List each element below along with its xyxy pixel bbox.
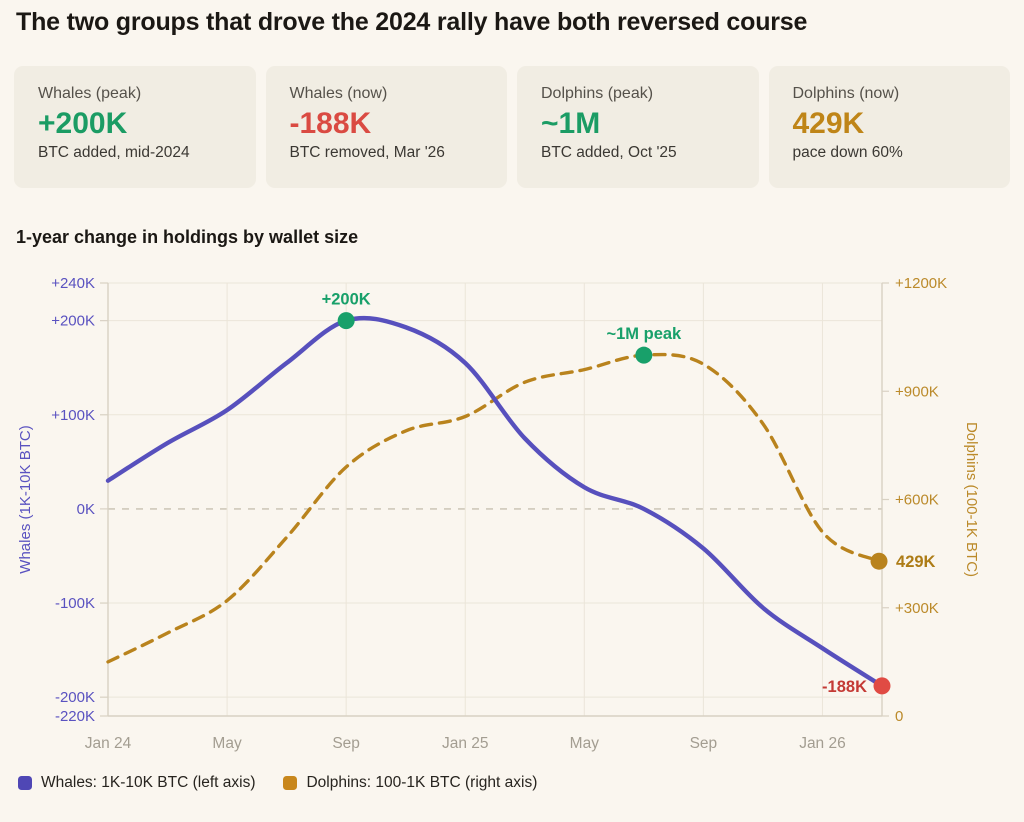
- legend-label: Dolphins: 100-1K BTC (right axis): [306, 774, 538, 791]
- left-tick-label: +240K: [51, 275, 95, 292]
- holdings-chart-svg: +240K +200K +100K 0K -100K -200K -220K +1200K +9…: [17, 275, 980, 752]
- stat-card-whales-peak: Whales (peak) +200K BTC added, mid-2024: [14, 66, 256, 188]
- x-tick-label: Sep: [690, 735, 718, 752]
- stat-value: ~1M: [541, 107, 601, 140]
- stat-card-whales-now: Whales (now) -188K BTC removed, Mar '26: [265, 66, 507, 188]
- whales-swatch: [18, 776, 32, 790]
- stat-card-dolphins-now: Dolphins (now) 429K pace down 60%: [768, 66, 1010, 188]
- x-tick-label: Sep: [332, 735, 360, 752]
- x-tick-label: May: [212, 735, 242, 752]
- stat-sub: BTC removed, Mar '26: [289, 144, 445, 161]
- left-tick-label: +200K: [51, 313, 95, 330]
- annotation-label: +200K: [322, 291, 371, 309]
- right-tick-label: +900K: [895, 383, 939, 400]
- stat-value: 429K: [792, 107, 865, 140]
- annotation-label: -188K: [822, 678, 867, 696]
- left-tick-label: -200K: [55, 689, 95, 706]
- x-tick-label: Jan 25: [442, 735, 489, 752]
- x-tick-label: May: [570, 735, 600, 752]
- annotation-dot: [873, 677, 891, 695]
- dolphins-swatch: [283, 776, 298, 790]
- legend-item-whales: Whales: 1K-10K BTC (left axis): [18, 774, 255, 792]
- whales-line: [105, 315, 885, 689]
- stat-sub: pace down 60%: [792, 144, 903, 161]
- right-tick-label: +600K: [895, 492, 939, 509]
- left-tick-label: -100K: [55, 595, 95, 612]
- chart-legend: Whales: 1K-10K BTC (left axis) Dolphins:…: [18, 774, 537, 792]
- stat-card-dolphins-peak: Dolphins (peak) ~1M BTC added, Oct '25: [517, 66, 759, 188]
- left-tick-label: -220K: [55, 708, 95, 725]
- stat-sub: BTC added, Oct '25: [541, 144, 677, 161]
- x-tick-label: Jan 24: [85, 735, 132, 752]
- stat-sub: BTC added, mid-2024: [38, 144, 190, 161]
- annotation-dot: [635, 346, 653, 364]
- annotation-label: ~1M peak: [606, 325, 682, 343]
- left-tick-label: 0K: [77, 501, 95, 518]
- annotation-label: 429K: [896, 553, 936, 571]
- stat-label: Whales (peak): [38, 85, 142, 102]
- right-tick-label: 0: [895, 708, 903, 725]
- right-tick-label: +300K: [895, 600, 939, 617]
- x-tick-label: Jan 26: [799, 735, 846, 752]
- stat-label: Whales (now): [289, 85, 388, 102]
- stat-label: Dolphins (now): [792, 85, 900, 102]
- stat-value: -188K: [289, 107, 372, 140]
- legend-label: Whales: 1K-10K BTC (left axis): [41, 774, 256, 791]
- chart-title: 1-year change in holdings by wallet size: [16, 227, 359, 247]
- legend-item-dolphins: Dolphins: 100-1K BTC (right axis): [283, 774, 537, 792]
- right-tick-label: +1200K: [895, 275, 947, 292]
- holdings-chart: +240K +200K +100K 0K -100K -200K -220K +1200K +9…: [0, 258, 1024, 763]
- annotation-dot: [337, 312, 355, 330]
- stat-cards: Whales (peak) +200K BTC added, mid-2024 …: [14, 66, 1010, 188]
- right-axis-title: Dolphins (100-1K BTC): [963, 422, 980, 577]
- stat-value: +200K: [38, 107, 128, 140]
- annotation-dot: [870, 552, 888, 570]
- left-tick-label: +100K: [51, 407, 95, 424]
- page-title: The two groups that drove the 2024 rally…: [16, 8, 808, 36]
- stat-label: Dolphins (peak): [541, 85, 654, 102]
- left-axis-title: Whales (1K-10K BTC): [17, 425, 34, 573]
